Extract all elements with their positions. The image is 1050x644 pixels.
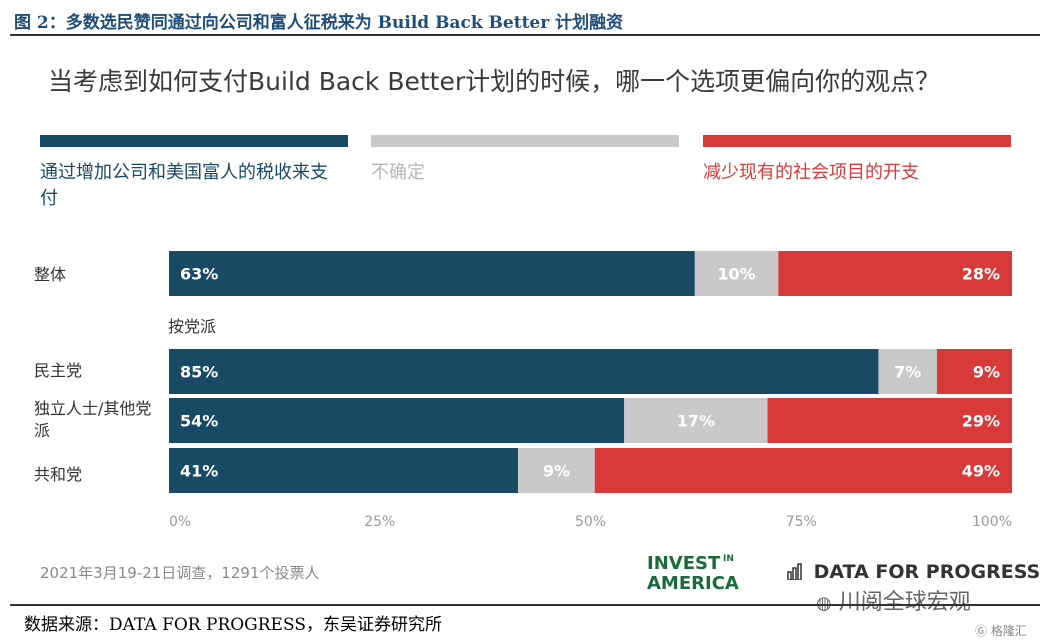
source-note: 数据来源：DATA FOR PROGRESS，东吴证券研究所 [24,615,442,635]
data-for-progress-logo: DATA FOR PROGRESS [787,561,1040,585]
bar-cut-2 [767,398,1012,443]
bar-unsure-3 [518,448,595,493]
legend-swatch-unsure [371,135,679,147]
bar-chart-icon [787,562,807,585]
data-label-tax-2: 54% [180,412,218,431]
wechat-watermark: ◍ 川阅全球宏观 [816,584,971,616]
legend-swatch-tax [40,135,348,147]
watermark-text: 川阅全球宏观 [838,590,971,615]
data-label-tax-3: 41% [180,462,218,481]
svg-text:IN: IN [723,554,734,564]
x-tick-label: 75% [786,514,817,530]
group-heading: 按党派 [168,317,217,336]
legend-label-cut: 减少现有的社会项目的开支 [703,162,919,183]
data-label-unsure-1: 7% [894,363,921,382]
data-label-tax-1: 85% [180,363,218,382]
data-label-cut-3: 49% [962,462,1000,481]
x-tick-label: 50% [575,514,606,530]
category-label-independent: 独立人士/其他党派 [34,399,152,440]
source-rule [10,604,1040,606]
figure-title: 图 2：多数选民赞同通过向公司和富人征税来为 Build Back Better… [14,13,624,33]
legend-label-tax: 通过增加公司和美国富人的税收来支付 [40,162,328,209]
invest-in-america-logo: INVEST IN AMERICA [645,551,767,591]
bar-tax-0 [169,251,695,296]
bar-unsure-0 [694,251,779,296]
data-label-cut-0: 28% [962,265,1000,284]
bar-tax-2 [169,398,625,443]
gelonghui-watermark: Ⓖ 格隆汇 [975,622,1027,639]
svg-text:AMERICA: AMERICA [647,573,739,591]
wechat-icon: ◍ [816,593,832,614]
x-tick-label: 25% [364,514,395,530]
data-label-cut-1: 9% [973,363,1000,382]
watermark2-text: 格隆汇 [990,624,1027,638]
category-label-democrat: 民主党 [34,361,83,380]
category-label-overall: 整体 [34,265,67,284]
bar-unsure-2 [624,398,768,443]
x-tick-label: 0% [169,514,191,530]
legend-swatch-cut [703,135,1011,147]
gelonghui-icon: Ⓖ [975,624,988,638]
data-label-tax-0: 63% [180,265,218,284]
x-tick-label: 100% [972,514,1012,530]
data-label-unsure-0: 10% [717,265,755,284]
data-label-cut-2: 29% [962,412,1000,431]
dfp-logo-text: DATA FOR PROGRESS [813,561,1041,583]
bar-tax-1 [169,349,879,394]
data-label-unsure-3: 9% [543,462,570,481]
svg-text:INVEST: INVEST [647,553,721,574]
survey-note: 2021年3月19-21日调查，1291个投票人 [40,564,320,582]
bar-tax-3 [169,448,519,493]
bar-cut-3 [594,448,1012,493]
category-label-republican: 共和党 [34,465,83,484]
bar-unsure-1 [878,349,937,394]
title-rule [10,34,1040,36]
data-label-unsure-2: 17% [677,412,715,431]
bar-cut-1 [936,349,1012,394]
bar-cut-0 [778,251,1012,296]
legend-label-unsure: 不确定 [371,162,425,183]
survey-question: 当考虑到如何支付Build Back Better计划的时候，哪一个选项更偏向你… [48,67,941,96]
